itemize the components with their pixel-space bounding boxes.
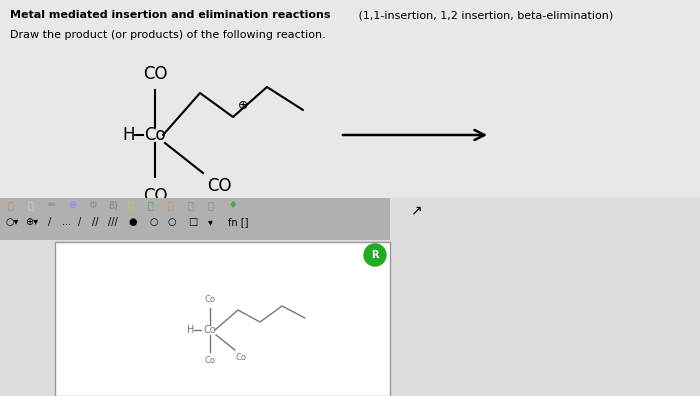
Text: (1,1-insertion, 1,2 insertion, beta-elimination): (1,1-insertion, 1,2 insertion, beta-elim… — [355, 10, 613, 20]
Text: ○: ○ — [168, 217, 176, 227]
Text: ○: ○ — [150, 217, 158, 227]
Text: 🔔: 🔔 — [128, 200, 134, 210]
Text: CO: CO — [143, 187, 167, 205]
Text: ♦: ♦ — [228, 200, 237, 210]
Text: Co: Co — [236, 353, 247, 362]
Text: /: / — [48, 217, 51, 227]
Text: //: // — [92, 217, 99, 227]
Text: CO: CO — [207, 177, 232, 195]
Text: 🔍: 🔍 — [188, 200, 194, 210]
Text: /: / — [78, 217, 81, 227]
Bar — [0, 198, 390, 240]
Text: Metal mediated insertion and elimination reactions: Metal mediated insertion and elimination… — [10, 10, 330, 20]
Text: ●: ● — [128, 217, 136, 227]
Text: Draw the product (or products) of the following reaction.: Draw the product (or products) of the fo… — [10, 30, 326, 40]
Text: ///: /// — [108, 217, 118, 227]
Text: H: H — [122, 126, 135, 144]
Text: 🖐: 🖐 — [8, 200, 14, 210]
Text: ...: ... — [62, 217, 71, 227]
Text: CO: CO — [143, 65, 167, 83]
Text: 🔍: 🔍 — [208, 200, 214, 210]
Text: Co: Co — [144, 126, 166, 144]
Text: Co: Co — [204, 356, 216, 365]
Text: ⚙: ⚙ — [88, 200, 97, 210]
Text: ⊕▾: ⊕▾ — [25, 217, 38, 227]
Text: Co: Co — [204, 325, 216, 335]
Text: 📋: 📋 — [168, 200, 174, 210]
Text: 🌿: 🌿 — [148, 200, 154, 210]
Text: ○▾: ○▾ — [5, 217, 18, 227]
Text: ↗: ↗ — [410, 203, 421, 217]
Text: R: R — [371, 250, 379, 260]
Text: ✏: ✏ — [48, 200, 56, 210]
Text: ▾: ▾ — [208, 217, 213, 227]
Text: 📄: 📄 — [28, 200, 34, 210]
Text: 8): 8) — [108, 200, 118, 210]
Text: Co: Co — [204, 295, 216, 304]
Bar — [55, 242, 390, 396]
Text: H: H — [187, 325, 194, 335]
Text: fn []: fn [] — [228, 217, 248, 227]
Text: □: □ — [188, 217, 197, 227]
Circle shape — [364, 244, 386, 266]
Text: ⊕: ⊕ — [238, 99, 248, 112]
Bar — [0, 0, 700, 198]
Text: ⊕: ⊕ — [68, 200, 76, 210]
